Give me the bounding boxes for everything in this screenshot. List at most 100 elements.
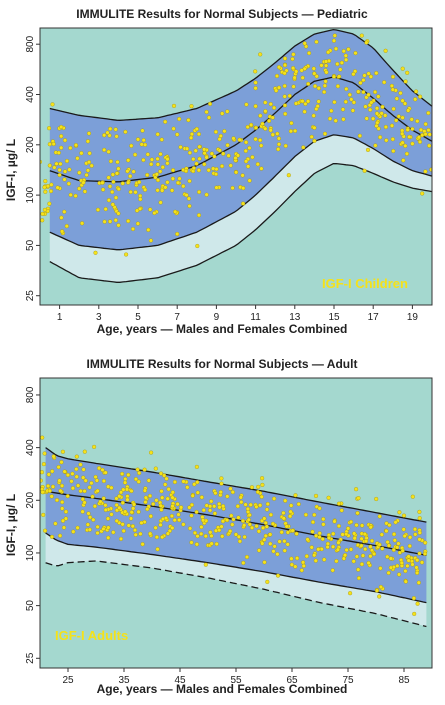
data-point xyxy=(75,156,80,161)
y-tick-label: 100 xyxy=(25,186,36,203)
data-point xyxy=(323,79,328,84)
data-point xyxy=(268,512,273,517)
data-point xyxy=(301,563,306,568)
data-point xyxy=(60,518,66,523)
data-point xyxy=(95,207,101,212)
data-point xyxy=(142,488,147,493)
data-point xyxy=(63,509,69,514)
data-point xyxy=(185,485,190,490)
y-tick-label: 400 xyxy=(25,86,36,103)
curve-median xyxy=(45,490,427,556)
data-point xyxy=(283,143,288,148)
data-point xyxy=(404,151,409,156)
data-point xyxy=(260,482,265,487)
data-point xyxy=(403,143,408,148)
data-point xyxy=(414,565,419,570)
data-point xyxy=(97,466,102,471)
data-point xyxy=(181,184,186,189)
data-point xyxy=(158,200,163,205)
data-point xyxy=(312,71,317,76)
data-point xyxy=(226,153,231,158)
data-point xyxy=(229,513,234,518)
data-point xyxy=(234,170,239,175)
data-point xyxy=(51,454,56,459)
x-tick-label: 11 xyxy=(250,312,261,323)
data-point xyxy=(58,488,63,493)
data-point xyxy=(416,580,421,585)
data-point xyxy=(331,38,337,43)
data-point xyxy=(306,81,311,86)
data-point xyxy=(135,137,141,142)
data-point xyxy=(407,543,412,549)
data-point xyxy=(57,172,62,178)
data-point xyxy=(281,516,286,521)
data-point xyxy=(275,552,280,557)
data-point xyxy=(291,66,296,71)
data-point xyxy=(408,535,413,540)
data-point xyxy=(43,179,48,184)
data-point xyxy=(48,189,54,194)
data-point xyxy=(356,496,361,501)
data-point xyxy=(384,138,389,143)
data-point xyxy=(390,87,395,92)
data-point xyxy=(120,522,125,527)
data-point xyxy=(139,520,144,525)
x-axis-label: Age, years — Males and Females Combined xyxy=(97,322,348,336)
data-point xyxy=(311,113,316,118)
data-point xyxy=(233,155,238,161)
data-point xyxy=(106,198,111,203)
data-point xyxy=(188,526,193,531)
data-point xyxy=(92,504,97,509)
data-point xyxy=(201,508,206,513)
data-point xyxy=(384,528,389,534)
data-point xyxy=(117,494,122,499)
data-point xyxy=(217,528,222,533)
data-point xyxy=(405,127,410,132)
data-point xyxy=(417,139,423,144)
y-tick-label: 50 xyxy=(25,239,36,251)
data-point xyxy=(388,565,393,570)
data-point xyxy=(253,104,258,109)
data-point xyxy=(221,151,226,156)
y-tick-label: 200 xyxy=(25,492,36,509)
data-point xyxy=(126,158,131,163)
data-point xyxy=(344,532,349,537)
data-point xyxy=(363,547,368,552)
data-point xyxy=(331,544,336,549)
data-point xyxy=(155,162,160,167)
data-point xyxy=(240,173,245,178)
data-point xyxy=(74,454,79,459)
data-point xyxy=(192,530,198,535)
data-point xyxy=(400,548,405,553)
data-point xyxy=(416,135,422,140)
data-point xyxy=(199,531,204,536)
data-point xyxy=(189,502,194,507)
data-point xyxy=(78,462,83,467)
data-point xyxy=(194,542,199,547)
data-point xyxy=(228,529,233,534)
data-point xyxy=(114,134,119,139)
data-point xyxy=(268,532,273,537)
adult-chart-svg: IMMULITE Results for Normal Subjects — A… xyxy=(4,357,433,696)
data-point xyxy=(133,152,138,157)
data-point xyxy=(189,540,194,545)
data-point xyxy=(409,117,414,122)
data-point xyxy=(204,109,209,115)
data-point xyxy=(268,128,273,133)
data-point xyxy=(289,556,294,561)
data-point xyxy=(46,483,51,489)
data-point xyxy=(358,80,363,85)
data-point xyxy=(212,154,217,159)
data-point xyxy=(268,541,273,546)
data-point xyxy=(118,490,124,495)
data-point xyxy=(130,226,136,232)
y-tick-label: 100 xyxy=(25,544,36,561)
data-point xyxy=(67,167,72,172)
data-point xyxy=(179,505,184,510)
data-point xyxy=(344,57,349,62)
data-point xyxy=(116,223,121,228)
data-point xyxy=(403,568,408,574)
data-point xyxy=(244,102,249,107)
data-point xyxy=(212,504,217,509)
x-tick-label: 19 xyxy=(407,312,419,323)
